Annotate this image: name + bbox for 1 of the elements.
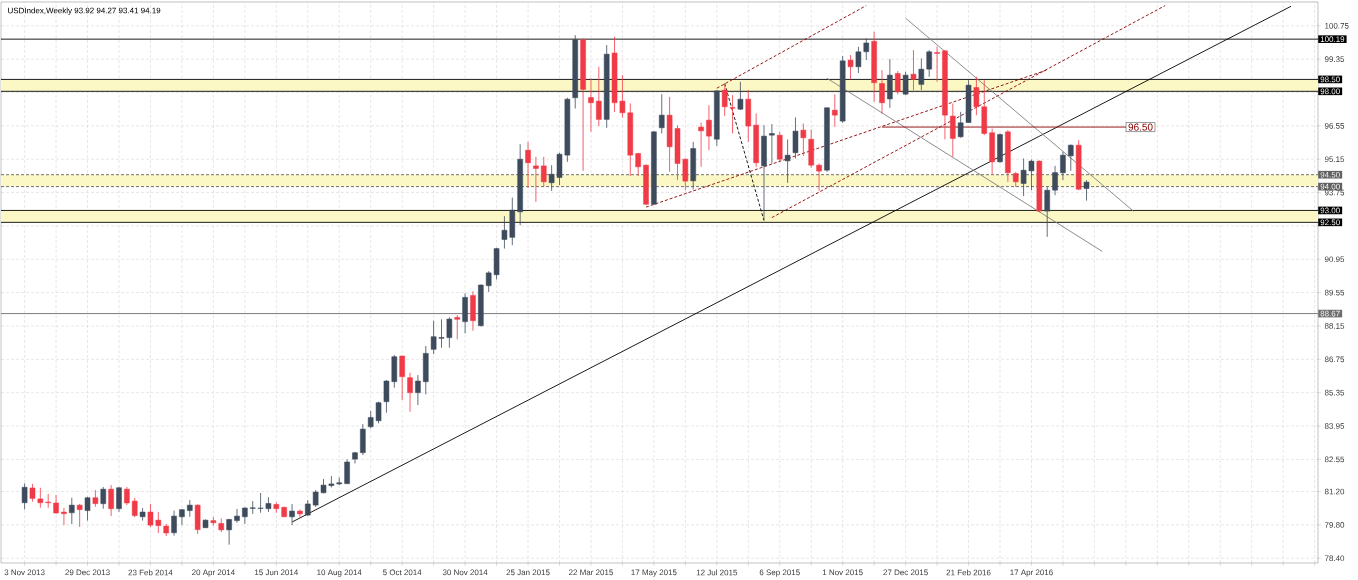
series-label: 96.50 — [1128, 123, 1153, 131]
